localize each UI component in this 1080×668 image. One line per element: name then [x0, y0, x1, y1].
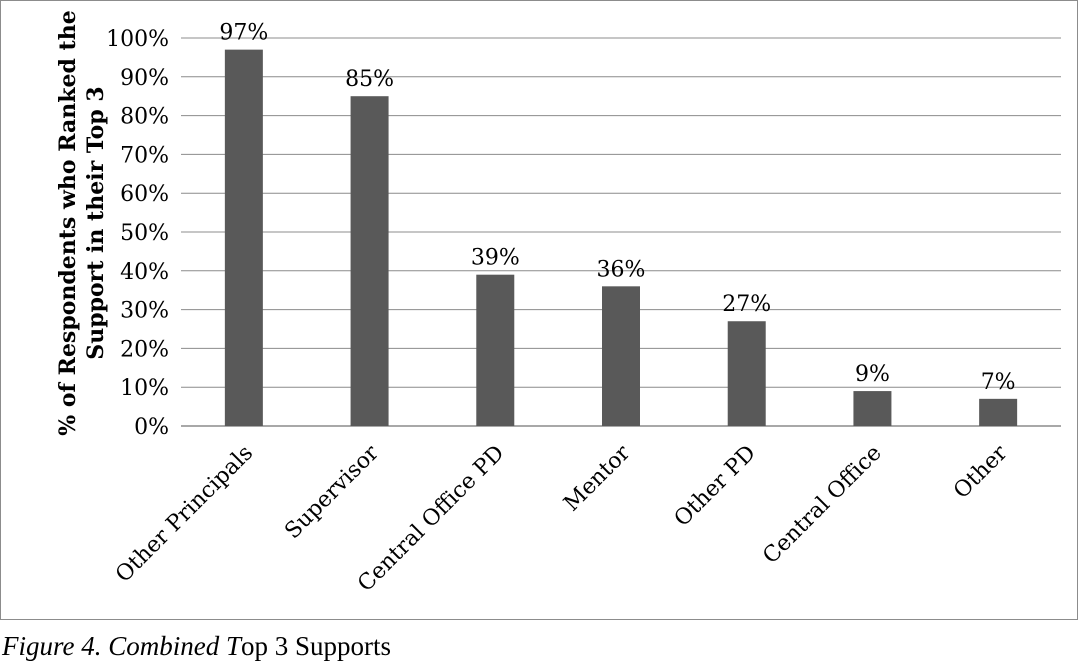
caption-italic-letter: T — [225, 631, 242, 661]
caption-text: op 3 Supports — [241, 631, 392, 661]
y-axis-label-line-2: Support in their Top 3 — [83, 86, 109, 359]
bar — [853, 391, 892, 426]
y-tick-label: 50% — [120, 221, 169, 246]
y-tick-label: 70% — [120, 143, 169, 168]
x-tick-label: Central Office — [758, 441, 886, 569]
x-tick-label: Other Principals — [111, 441, 258, 588]
y-tick-label: 30% — [120, 299, 169, 324]
y-tick-label: 10% — [120, 376, 169, 401]
y-tick-label: 80% — [120, 105, 169, 130]
x-tick-label: Mentor — [559, 440, 635, 516]
data-label: 97% — [219, 21, 268, 46]
y-tick-label: 20% — [120, 337, 169, 362]
y-tick-label: 40% — [120, 260, 169, 285]
y-tick-label: 100% — [106, 27, 169, 52]
bar — [476, 274, 515, 426]
bar — [350, 96, 389, 426]
figure-frame: 0% 10% 20% 30% 40% 50% 60% 70% 80% 90% 100% Other … — [0, 0, 1078, 620]
x-tick-label: Other PD — [670, 441, 761, 532]
bar — [602, 286, 640, 426]
bar — [979, 398, 1018, 426]
data-label: 39% — [471, 246, 520, 271]
caption-figure-label: Figure 4. Combined — [2, 631, 226, 661]
bar-chart: 0% 10% 20% 30% 40% 50% 60% 70% 80% 90% 100% Other … — [55, 10, 1061, 597]
y-axis-label-line-1: % of Respondents who Ranked the — [55, 10, 81, 435]
x-tick-label: Supervisor — [280, 440, 384, 544]
x-tick-label: Other — [949, 440, 1013, 504]
data-label: 7% — [981, 370, 1016, 395]
data-label: 36% — [597, 257, 646, 282]
data-label: 27% — [722, 292, 771, 317]
bar — [224, 49, 263, 426]
bar — [727, 321, 766, 426]
data-label: 85% — [345, 67, 394, 92]
data-label: 9% — [855, 362, 890, 387]
y-tick-label: 0% — [134, 415, 169, 440]
y-tick-label: 90% — [120, 66, 169, 91]
y-tick-label: 60% — [120, 182, 169, 207]
figure-caption: Figure 4. Combined Top 3 Supports — [2, 631, 391, 662]
